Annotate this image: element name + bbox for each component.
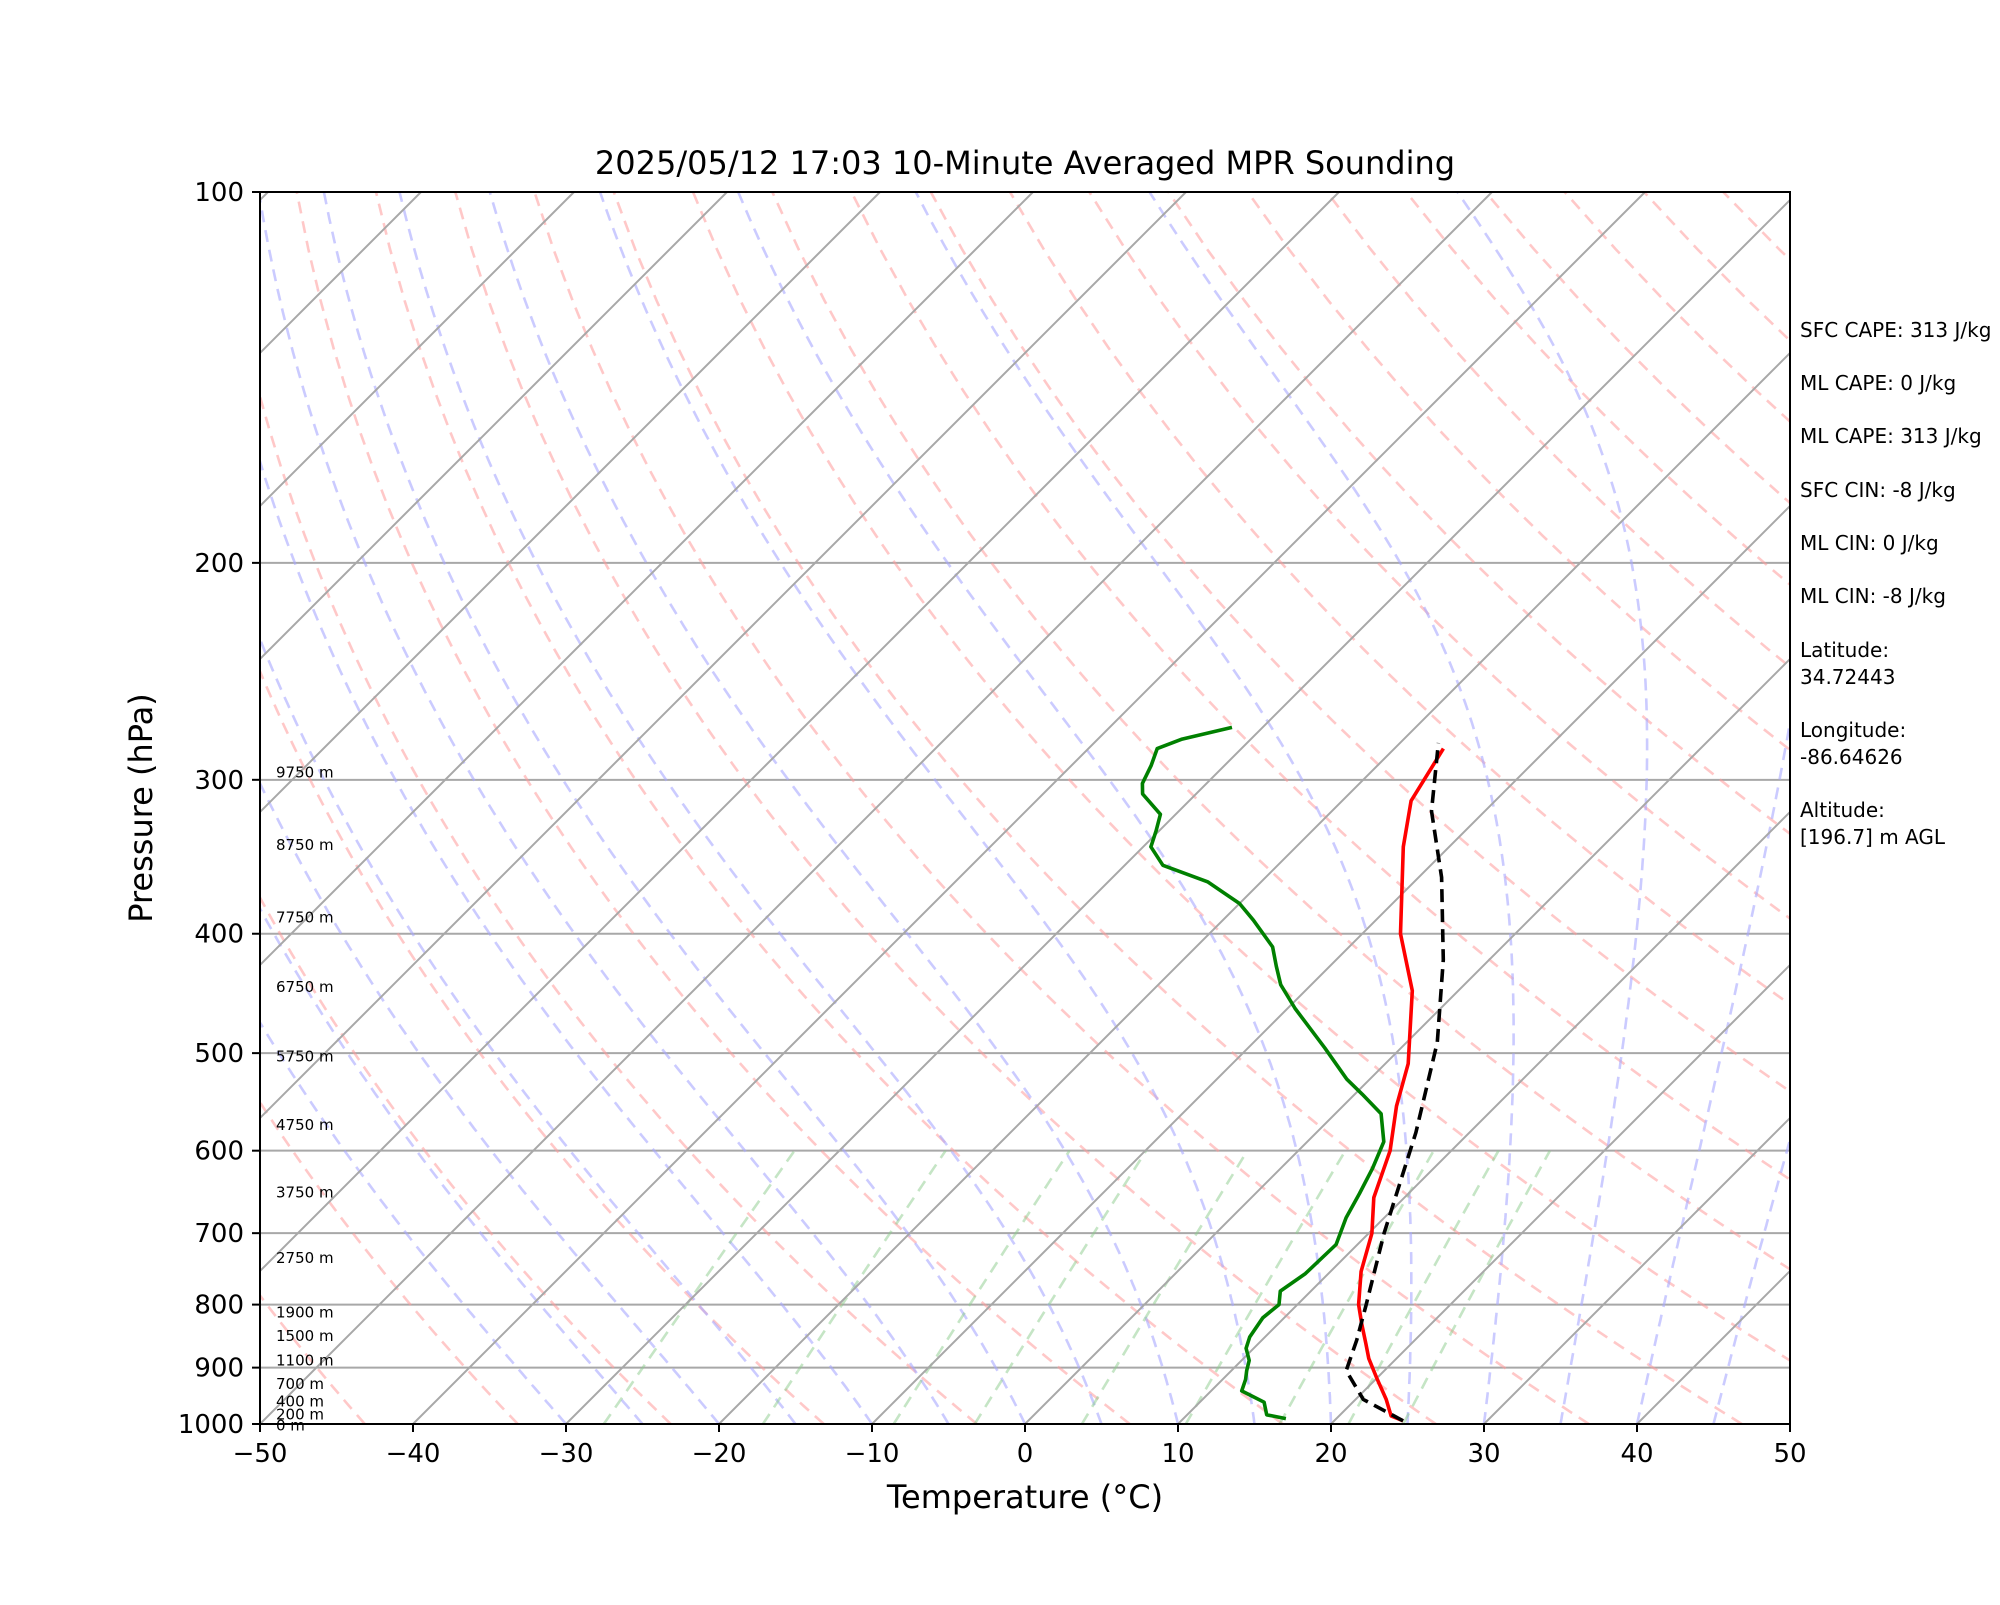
height-label: 9750 m xyxy=(276,764,334,782)
height-label: 7750 m xyxy=(276,908,334,926)
moist-adiabat xyxy=(12,192,566,1424)
height-label: 400 m xyxy=(276,1393,324,1411)
isotherm-line xyxy=(0,192,574,1424)
x-tick-label: −10 xyxy=(845,1439,900,1469)
ml-cape-text-2: ML CAPE: 313 J/kg xyxy=(1800,424,1982,448)
moist-adiabat xyxy=(1637,192,1823,1424)
moist-adiabat xyxy=(259,192,949,1424)
x-tick-label: 50 xyxy=(1773,1439,1806,1469)
sfc-cin-text: SFC CIN: -8 J/kg xyxy=(1800,478,1956,502)
moist-adiabat xyxy=(1458,192,1648,1424)
y-tick-label: 200 xyxy=(194,549,244,579)
isotherm-line xyxy=(719,192,1951,1424)
x-tick-label: 10 xyxy=(1161,1439,1194,1469)
isotherm-line xyxy=(0,192,727,1424)
height-label: 3750 m xyxy=(276,1184,334,1202)
temperature-trace xyxy=(1359,749,1444,1421)
mixing-ratio-line xyxy=(604,1151,795,1424)
moist-adiabats xyxy=(12,192,2000,1424)
x-axis-ticks: −50 −40 −30 −20 −10 0 10 20 30 40 50 xyxy=(233,1424,1807,1469)
latitude-value: 34.72443 xyxy=(1800,665,1895,689)
chart-title: 2025/05/12 17:03 10-Minute Averaged MPR … xyxy=(595,144,1455,182)
isotherm-line xyxy=(0,192,1186,1424)
longitude-value: -86.64626 xyxy=(1800,745,1903,769)
dry-adiabat xyxy=(614,192,1742,1424)
x-tick-label: −20 xyxy=(692,1439,747,1469)
latitude-label: Latitude: xyxy=(1800,638,1889,662)
x-tick-label: 40 xyxy=(1620,1439,1653,1469)
mixing-ratio-line xyxy=(1186,1151,1346,1424)
y-tick-label: 1000 xyxy=(178,1410,244,1440)
isotherm-line xyxy=(0,192,115,1424)
x-tick-label: 30 xyxy=(1467,1439,1500,1469)
dry-adiabat xyxy=(693,192,1895,1424)
y-tick-label: 600 xyxy=(194,1137,244,1167)
dewpoint-trace xyxy=(1142,727,1383,1418)
y-tick-label: 300 xyxy=(194,766,244,796)
x-tick-label: 0 xyxy=(1017,1439,1034,1469)
height-label: 8750 m xyxy=(276,836,334,854)
height-label: 5750 m xyxy=(276,1047,334,1065)
x-tick-label: 20 xyxy=(1314,1439,1347,1469)
y-tick-label: 100 xyxy=(194,178,244,208)
ml-cin-text-2: ML CIN: -8 J/kg xyxy=(1800,584,1946,608)
x-tick-label: −40 xyxy=(386,1439,441,1469)
y-tick-label: 400 xyxy=(194,920,244,950)
moist-adiabat xyxy=(738,192,1331,1424)
height-label: 6750 m xyxy=(276,978,334,996)
dry-adiabat xyxy=(0,192,365,1424)
moist-adiabat xyxy=(201,192,872,1424)
y-tick-label: 700 xyxy=(194,1219,244,1249)
y-tick-label: 800 xyxy=(194,1291,244,1321)
dry-adiabat xyxy=(1961,192,2000,1424)
height-label: 4750 m xyxy=(276,1116,334,1134)
height-label: 1100 m xyxy=(276,1351,334,1369)
mixing-ratio-line xyxy=(975,1151,1146,1424)
longitude-label: Longitude: xyxy=(1800,718,1906,742)
altitude-value: [196.7] m AGL xyxy=(1800,825,1946,849)
ml-cape-text: ML CAPE: 0 J/kg xyxy=(1800,371,1956,395)
dry-adiabat xyxy=(0,192,518,1424)
y-axis-ticks: 100 200 300 400 500 600 700 800 900 1000 xyxy=(178,178,260,1440)
height-label: 700 m xyxy=(276,1375,324,1393)
isotherm-line xyxy=(413,192,1645,1424)
dry-adiabat xyxy=(455,192,1436,1424)
moist-adiabat xyxy=(490,192,1178,1424)
height-label: 2750 m xyxy=(276,1249,334,1267)
y-axis-label: Pressure (hPa) xyxy=(122,693,160,923)
y-tick-label: 500 xyxy=(194,1039,244,1069)
height-label: 1500 m xyxy=(276,1327,334,1345)
moist-adiabat xyxy=(149,192,795,1424)
y-tick-label: 900 xyxy=(194,1354,244,1384)
x-tick-label: −50 xyxy=(233,1439,288,1469)
x-axis-label: Temperature (°C) xyxy=(886,1478,1163,1516)
altitude-label: Altitude: xyxy=(1800,798,1885,822)
height-label: 1900 m xyxy=(276,1304,334,1322)
ml-cin-text: ML CIN: 0 J/kg xyxy=(1800,531,1939,555)
sounding-info-panel: SFC CAPE: 313 J/kg ML CAPE: 0 J/kg ML CA… xyxy=(1800,318,1991,849)
isotherm-line xyxy=(566,192,1798,1424)
isotherm-line xyxy=(260,192,1492,1424)
x-tick-label: −30 xyxy=(539,1439,594,1469)
sfc-cape-text: SFC CAPE: 313 J/kg xyxy=(1800,318,1991,342)
dry-adiabat xyxy=(297,192,1130,1424)
